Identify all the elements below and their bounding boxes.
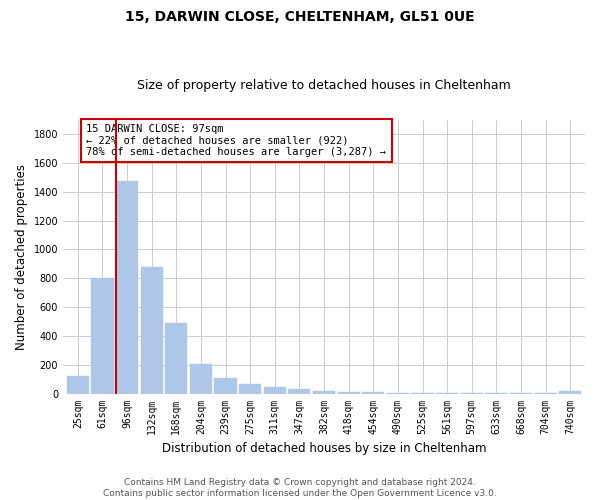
Text: 15, DARWIN CLOSE, CHELTENHAM, GL51 0UE: 15, DARWIN CLOSE, CHELTENHAM, GL51 0UE bbox=[125, 10, 475, 24]
Bar bbox=[116, 181, 138, 394]
Text: 15 DARWIN CLOSE: 97sqm
← 22% of detached houses are smaller (922)
78% of semi-de: 15 DARWIN CLOSE: 97sqm ← 22% of detached… bbox=[86, 124, 386, 157]
Bar bbox=[214, 378, 236, 394]
Bar bbox=[190, 364, 212, 394]
Bar bbox=[140, 266, 163, 394]
Title: Size of property relative to detached houses in Cheltenham: Size of property relative to detached ho… bbox=[137, 79, 511, 92]
Bar bbox=[91, 278, 113, 394]
Bar bbox=[387, 393, 409, 394]
X-axis label: Distribution of detached houses by size in Cheltenham: Distribution of detached houses by size … bbox=[162, 442, 486, 455]
Bar bbox=[289, 389, 310, 394]
Bar bbox=[362, 392, 385, 394]
Bar bbox=[165, 323, 187, 394]
Bar bbox=[338, 392, 360, 394]
Bar bbox=[313, 390, 335, 394]
Bar bbox=[67, 376, 89, 394]
Text: Contains HM Land Registry data © Crown copyright and database right 2024.
Contai: Contains HM Land Registry data © Crown c… bbox=[103, 478, 497, 498]
Bar bbox=[559, 392, 581, 394]
Bar bbox=[264, 388, 286, 394]
Y-axis label: Number of detached properties: Number of detached properties bbox=[15, 164, 28, 350]
Bar bbox=[239, 384, 261, 394]
